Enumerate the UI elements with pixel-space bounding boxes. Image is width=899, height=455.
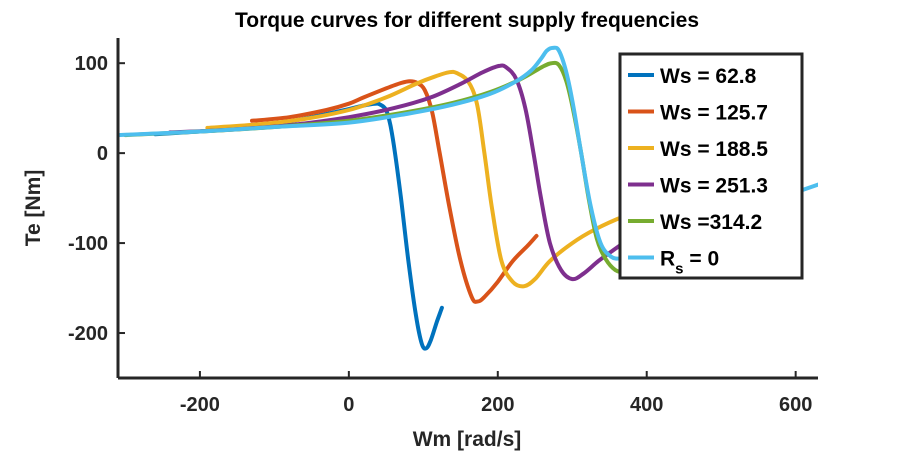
series-line-5 bbox=[123, 60, 638, 275]
legend-label: Ws = 188.5 bbox=[660, 138, 768, 161]
y-tick-label: -200 bbox=[68, 323, 108, 345]
y-tick-label: -100 bbox=[68, 233, 108, 255]
legend-label: Ws = 62.8 bbox=[660, 65, 757, 88]
legend-box bbox=[618, 52, 804, 280]
x-axis-label: Wm [rad/s] bbox=[413, 428, 522, 451]
legend: Ws = 62.8 Ws = 125.7 Ws = 188.5 Ws = 251.3 W… bbox=[618, 52, 804, 280]
y-ticks: -200 -100 0 100 bbox=[68, 53, 125, 345]
x-tick-label: 400 bbox=[630, 394, 663, 416]
series-line-3 bbox=[205, 69, 649, 289]
y-tick-label: 0 bbox=[97, 143, 108, 165]
y-tick-label: 100 bbox=[75, 53, 108, 75]
legend-label: Ws = 251.3 bbox=[660, 175, 768, 198]
x-tick-label: -200 bbox=[180, 394, 220, 416]
legend-label: Ws = 125.7 bbox=[660, 102, 768, 125]
x-tick-label: 200 bbox=[481, 394, 514, 416]
x-tick-label: 0 bbox=[343, 394, 354, 416]
x-ticks: -200 0 200 400 600 bbox=[180, 371, 812, 416]
legend-label: Ws =314.2 bbox=[660, 211, 762, 234]
x-tick-label: 600 bbox=[779, 394, 812, 416]
y-axis-label: Te [Nm] bbox=[22, 170, 45, 247]
series-line-2 bbox=[250, 79, 539, 304]
series-line-1 bbox=[153, 101, 444, 351]
chart-title: Torque curves for different supply frequ… bbox=[235, 9, 699, 32]
legend-label: Rs = 0 bbox=[660, 248, 719, 278]
